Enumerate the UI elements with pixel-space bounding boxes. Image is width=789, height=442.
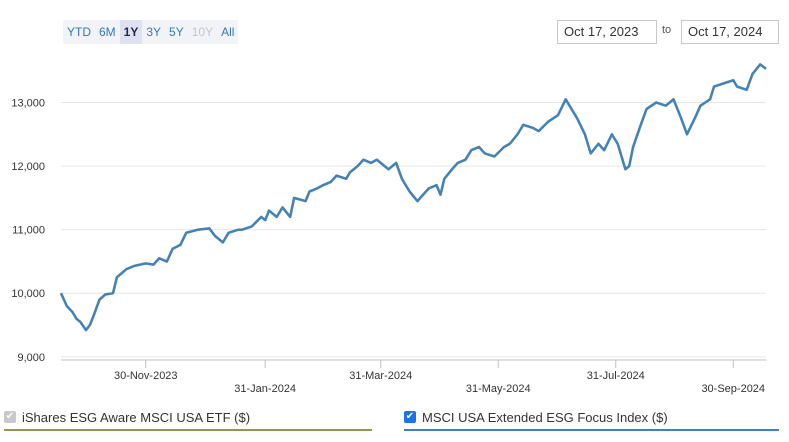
y-axis-labels: 9,000 10,000 11,000 12,000 13,000 [11,98,45,364]
x-tick-label: 30-Sep-2024 [701,383,765,395]
x-tick-label: 30-Nov-2023 [114,370,178,382]
time-range-selector: YTD 6M 1Y 3Y 5Y 10Y All [63,20,239,44]
y-tick-label: 11,000 [12,225,45,237]
legend-label-etf: iShares ESG Aware MSCI USA ETF ($) [22,409,251,425]
legend-item-index[interactable]: ✔ MSCI USA Extended ESG Focus Index ($) [404,405,779,431]
series-layer [59,63,767,332]
y-tick-label: 12,000 [11,161,45,173]
y-tick-label: 9,000 [17,352,45,364]
x-axis: 30-Nov-2023 31-Jan-2024 31-Mar-2024 31-May-… [61,359,766,395]
checkbox-checked-icon[interactable]: ✔ [404,411,416,423]
legend-label-index: MSCI USA Extended ESG Focus Index ($) [422,409,668,425]
range-button-all[interactable]: All [221,25,235,39]
legend-item-etf[interactable]: ✔ iShares ESG Aware MSCI USA ETF ($) [4,405,372,431]
y-tick-label: 10,000 [11,288,45,300]
range-button-1y[interactable]: 1Y [119,20,143,44]
grid-lines [61,102,766,358]
x-tick-label: 31-Jul-2024 [587,370,645,382]
x-tick-label: 31-Mar-2024 [349,370,412,382]
end-date-field[interactable]: Oct 17, 2024 [681,20,779,44]
series-line-index [59,63,767,332]
range-button-6m[interactable]: 6M [99,25,116,39]
x-tick-label: 31-Jan-2024 [234,383,296,395]
y-tick-label: 13,000 [11,98,45,110]
range-button-5y[interactable]: 5Y [169,25,184,39]
date-range-separator: to [662,24,672,36]
range-button-3y[interactable]: 3Y [146,25,162,39]
range-button-ytd[interactable]: YTD [67,25,91,39]
x-tick-label: 31-May-2024 [466,383,531,395]
line-chart: 9,000 10,000 11,000 12,000 13,000 30-Nov-202… [11,63,767,395]
checkbox-checked-icon[interactable]: ✔ [4,411,16,423]
start-date-field[interactable]: Oct 17, 2023 [557,20,657,44]
range-button-10y: 10Y [191,25,214,39]
